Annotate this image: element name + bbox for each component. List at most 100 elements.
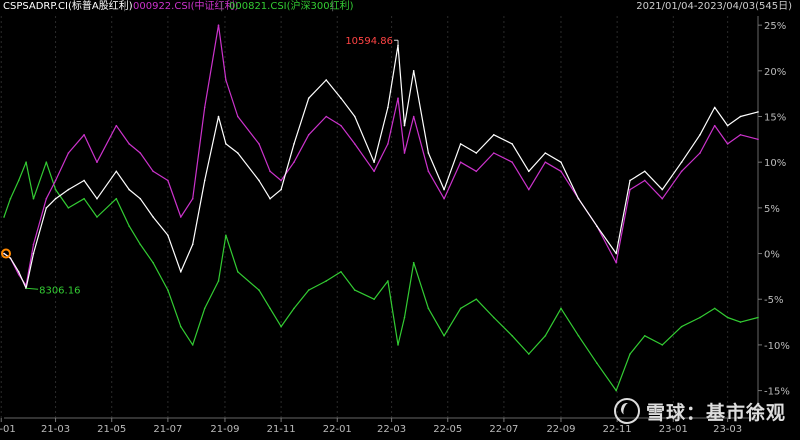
data-point	[427, 170, 430, 173]
data-point	[83, 133, 85, 136]
data-point	[739, 133, 742, 136]
data-point	[475, 298, 478, 301]
data-point	[726, 143, 729, 145]
data-point	[427, 307, 430, 310]
header-bar: CSPSADRP.CI(标普A股红利) | 000922.CSI(中证红利) |…	[0, 0, 800, 14]
data-point	[757, 316, 759, 319]
data-point	[680, 170, 683, 173]
x-tick-label: 21-05	[97, 424, 126, 435]
data-point	[115, 197, 118, 200]
data-point	[643, 334, 646, 337]
watermark-text: 雪球：基市徐观	[645, 402, 786, 424]
data-point	[152, 170, 154, 173]
data-point	[699, 133, 701, 136]
data-point	[757, 138, 759, 141]
data-point	[179, 216, 182, 218]
data-point	[443, 334, 445, 337]
data-point	[615, 261, 618, 264]
data-point	[340, 97, 342, 100]
data-point	[179, 325, 182, 328]
data-point	[128, 143, 131, 145]
y-tick-label: 5%	[764, 204, 780, 215]
data-point	[713, 106, 716, 109]
data-point	[643, 170, 646, 173]
data-point	[203, 307, 206, 310]
y-tick-label: 25%	[764, 21, 786, 32]
data-point	[203, 106, 206, 109]
data-point	[32, 252, 35, 255]
data-point	[152, 216, 154, 218]
data-point	[661, 344, 664, 346]
legend-separator: |	[123, 1, 127, 12]
date-range: 2021/01/04-2023/04/03(545日)	[636, 1, 792, 12]
data-point	[115, 170, 118, 173]
data-point	[403, 316, 406, 319]
data-point	[217, 280, 220, 282]
data-point	[139, 152, 142, 154]
data-point	[511, 143, 513, 145]
data-point	[17, 179, 20, 182]
data-point	[54, 188, 57, 191]
data-point	[307, 133, 310, 136]
data-point	[9, 197, 12, 200]
data-point	[757, 111, 759, 113]
data-point	[3, 252, 5, 255]
data-point	[403, 124, 406, 127]
legend-label-csi300-dividend: 000821.CSI(沪深300红利)	[229, 1, 354, 12]
data-point	[293, 307, 295, 310]
data-point	[128, 225, 131, 227]
data-point	[83, 197, 85, 200]
y-axis: -15% -10% -5% 0% 5% 10% 15% 20% 25%	[757, 16, 790, 418]
x-tick-label: 22-09	[546, 424, 575, 435]
data-point	[225, 143, 227, 145]
x-tick-label: 21-03	[41, 424, 70, 435]
data-point	[45, 161, 48, 163]
data-point	[280, 325, 282, 328]
data-point	[412, 70, 415, 72]
data-point	[511, 334, 513, 337]
data-point	[325, 115, 328, 118]
data-point	[191, 197, 194, 200]
y-tick-label: 15%	[764, 113, 786, 124]
data-point	[699, 152, 701, 154]
data-point	[596, 225, 598, 227]
data-point	[577, 197, 580, 200]
data-point	[307, 97, 310, 100]
data-point	[96, 161, 98, 163]
data-point	[340, 124, 342, 127]
data-point	[713, 124, 716, 127]
data-point	[544, 152, 547, 154]
legend-separator: |	[331, 1, 335, 12]
annotation-leader	[26, 287, 39, 290]
data-point	[54, 179, 57, 182]
data-point	[560, 161, 562, 163]
data-point	[412, 115, 415, 118]
data-point	[511, 161, 513, 163]
data-point	[67, 188, 70, 191]
y-tick-label: 20%	[764, 67, 786, 78]
data-point	[459, 161, 462, 163]
legend-label-sp-a-dividend: CSPSADRP.CI(标普A股红利)	[3, 1, 133, 12]
data-point	[67, 152, 70, 154]
data-point	[443, 197, 445, 200]
data-point	[680, 325, 683, 328]
x-tick-label: 21-11	[267, 424, 296, 435]
data-point	[217, 115, 220, 118]
data-point	[713, 307, 716, 310]
data-point	[726, 124, 729, 127]
data-point	[615, 389, 618, 392]
data-point	[307, 289, 310, 291]
snowball-logo-icon	[613, 398, 640, 424]
data-point	[527, 353, 530, 355]
data-point	[492, 152, 495, 154]
data-point	[191, 344, 194, 346]
data-point	[280, 179, 282, 182]
annotations: 10594.86 8306.16	[1, 36, 399, 296]
data-point	[167, 179, 169, 182]
data-point	[560, 307, 562, 310]
data-point	[427, 152, 430, 154]
data-point	[258, 143, 260, 145]
data-point	[225, 234, 227, 237]
data-point	[17, 271, 20, 273]
